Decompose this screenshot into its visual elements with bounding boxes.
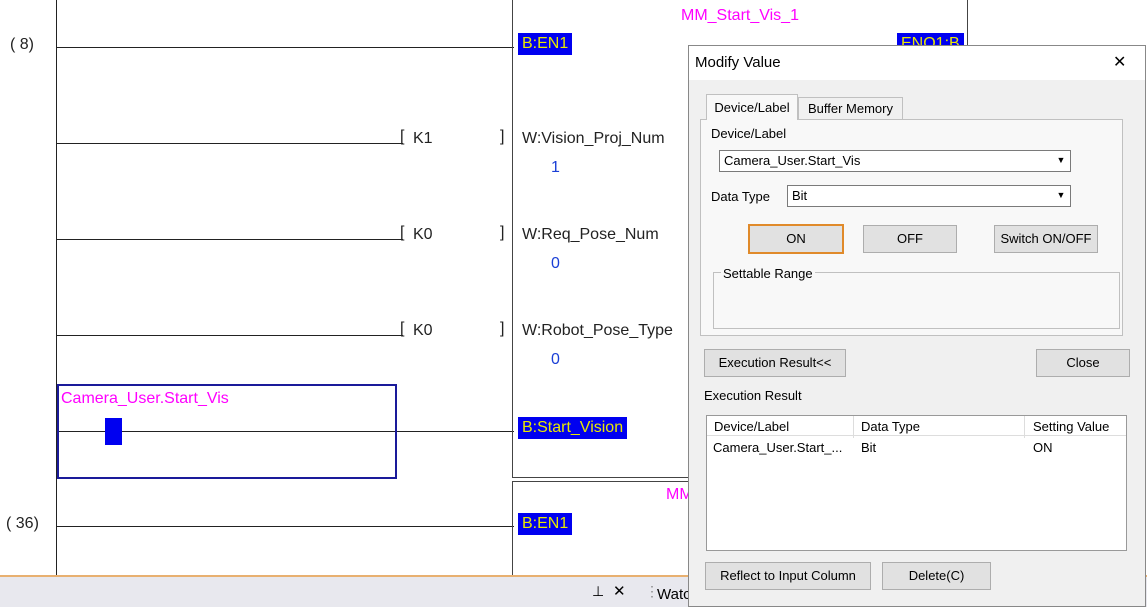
contact-selection[interactable] [57, 384, 397, 479]
title-bar: Modify Value ✕ [689, 46, 1145, 80]
fb-instance-name: MM [666, 486, 693, 503]
data-type-combo[interactable]: Bit ▼ [787, 185, 1071, 207]
switch-on-off-button[interactable]: Switch ON/OFF [994, 225, 1098, 253]
cell-value: ON [1033, 440, 1053, 455]
tab-buffer-memory[interactable]: Buffer Memory [798, 97, 903, 120]
dialog-title: Modify Value [695, 54, 781, 71]
fb-instance-name: MM_Start_Vis_1 [681, 7, 799, 24]
on-button[interactable]: ON [748, 224, 844, 254]
monitor-value: 0 [551, 351, 560, 368]
reflect-to-input-button[interactable]: Reflect to Input Column [705, 562, 871, 590]
data-type-caption: Data Type [711, 189, 771, 204]
constant-k0: K0 [413, 322, 433, 339]
monitor-value: 0 [551, 255, 560, 272]
modify-value-dialog: Modify Value ✕ Device/Label Buffer Memor… [688, 45, 1146, 607]
close-button[interactable]: Close [1036, 349, 1130, 377]
monitor-value: 1 [551, 159, 560, 176]
device-label-caption: Device/Label [711, 126, 787, 141]
column-header[interactable]: Data Type [853, 416, 920, 438]
combo-value: Bit [792, 188, 808, 203]
execution-result-toggle-button[interactable]: Execution Result<< [704, 349, 846, 377]
cell-type: Bit [861, 440, 877, 455]
close-icon[interactable]: ✕ [613, 583, 626, 600]
contact-label: Camera_User.Start_Vis [61, 390, 229, 407]
settable-range-group [713, 272, 1120, 329]
cell-device: Camera_User.Start_... [713, 440, 843, 455]
contact-on-indicator [105, 418, 122, 445]
device-label-combo[interactable]: Camera_User.Start_Vis ▼ [719, 150, 1071, 172]
settable-range-label: Settable Range [721, 266, 815, 281]
step-number: ( 8) [10, 36, 34, 53]
close-icon[interactable]: ✕ [1113, 54, 1127, 71]
constant-k0: K0 [413, 226, 433, 243]
off-button[interactable]: OFF [863, 225, 957, 253]
chevron-down-icon[interactable]: ▼ [1056, 190, 1066, 200]
execution-result-label: Execution Result [704, 388, 802, 403]
execution-result-table: Device/Label Data Type Setting Value Cam… [706, 415, 1127, 551]
fb-input-label: W:Robot_Pose_Type [522, 322, 673, 339]
delete-button[interactable]: Delete(C) [882, 562, 991, 590]
chevron-down-icon[interactable]: ▼ [1056, 155, 1066, 165]
table-row[interactable]: Camera_User.Start_... Bit ON [707, 440, 1126, 458]
fb-input-en[interactable]: B:EN1 [518, 513, 573, 535]
fb-input-label: W:Vision_Proj_Num [522, 130, 665, 147]
constant-k1: K1 [413, 130, 433, 147]
tab-device-label[interactable]: Device/Label [706, 94, 798, 120]
fb-input-label: W:Req_Pose_Num [522, 226, 659, 243]
combo-value: Camera_User.Start_Vis [724, 153, 861, 168]
column-header[interactable]: Setting Value [1024, 416, 1109, 438]
fb-input-en[interactable]: B:EN1 [518, 33, 573, 55]
step-number: ( 36) [6, 515, 39, 532]
column-header[interactable]: Device/Label [714, 419, 790, 434]
table-header: Device/Label Data Type Setting Value [707, 416, 1126, 438]
fb-input-start-vision[interactable]: B:Start_Vision [518, 417, 628, 439]
pin-icon[interactable]: ⊥ [592, 583, 605, 599]
